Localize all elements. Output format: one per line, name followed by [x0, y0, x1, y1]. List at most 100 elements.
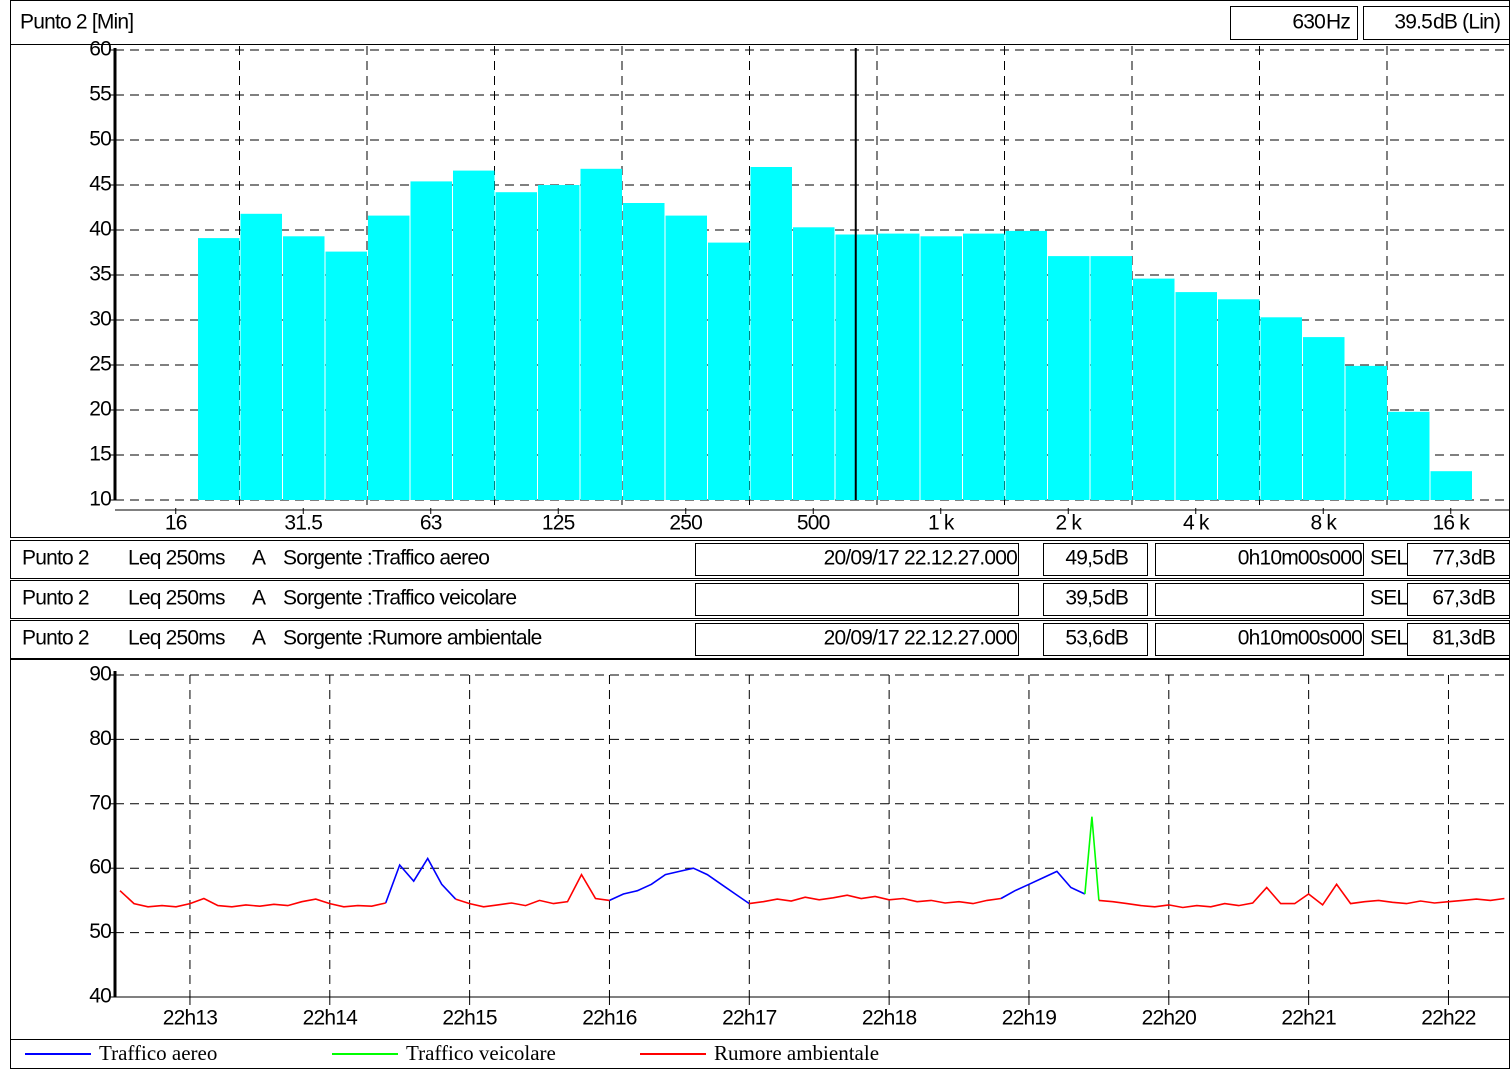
bar [963, 233, 1005, 500]
row-sel-unit: dB [1471, 587, 1495, 610]
bar [453, 170, 495, 500]
bar [368, 215, 410, 500]
bar [920, 236, 962, 501]
y-tick-label: 25 [89, 353, 111, 376]
x-tick-label: 22h17 [722, 1007, 777, 1030]
series-line [384, 856, 1086, 905]
header-title: Punto 2 [Min] [20, 11, 133, 34]
bar [325, 251, 367, 500]
level-unit: dB (Lin) [1433, 11, 1500, 34]
time-frame [10, 659, 1510, 1040]
row-frame [10, 580, 1510, 619]
row-duration: 0h10m00s000 [1238, 547, 1362, 570]
bar [198, 238, 240, 500]
row-point: Punto 2 [22, 587, 89, 610]
row-point: Punto 2 [22, 627, 89, 650]
x-tick-label: 22h20 [1142, 1007, 1197, 1030]
date-box [695, 543, 1019, 576]
x-tick-label: 22h13 [163, 1007, 218, 1030]
bar [1260, 317, 1302, 500]
bar [750, 167, 792, 500]
row-level: 53,6 [1065, 627, 1103, 650]
freq-unit: Hz [1326, 11, 1350, 34]
y-tick-label: 80 [89, 727, 111, 750]
bar [495, 192, 537, 500]
duration-box [1155, 583, 1364, 616]
y-tick-label: 70 [89, 791, 111, 814]
bar [538, 185, 580, 500]
row-measure: Leq 250ms [128, 627, 225, 650]
duration-box [1155, 623, 1364, 656]
header-frame [10, 0, 1510, 45]
row-sel-label: SEL [1370, 587, 1407, 610]
cursor-level: 39.5 [1394, 11, 1432, 34]
row-sel-label: SEL [1370, 547, 1407, 570]
y-tick-label: 15 [89, 443, 111, 466]
y-tick-label: 35 [89, 263, 111, 286]
y-tick-label: 60 [89, 38, 111, 61]
series-line [119, 872, 1505, 909]
x-tick-label: 22h16 [582, 1007, 637, 1030]
legend-label: Traffico aereo [99, 1041, 217, 1065]
bar [240, 213, 282, 501]
row-sel-unit: dB [1471, 547, 1495, 570]
x-tick-label: 250 [669, 512, 702, 535]
bar [1090, 256, 1132, 500]
date-box [695, 583, 1019, 616]
x-tick-label: 16 [165, 512, 187, 535]
y-tick-label: 50 [89, 128, 111, 151]
bar [665, 215, 707, 500]
x-tick-label: 63 [420, 512, 442, 535]
row-source: Sorgente :Traffico veicolare [283, 587, 516, 610]
freq-box [1230, 6, 1358, 40]
row-level: 39,5 [1065, 587, 1103, 610]
bar [1048, 256, 1090, 500]
x-tick-label: 22h14 [303, 1007, 359, 1030]
bar [1303, 337, 1345, 500]
y-tick-label: 55 [89, 83, 111, 106]
row-sel-label: SEL [1370, 627, 1407, 650]
row-point: Punto 2 [22, 547, 89, 570]
y-tick-label: 20 [89, 398, 111, 421]
duration-box [1155, 543, 1364, 576]
y-tick-label: 10 [89, 488, 111, 511]
x-tick-label: 22h22 [1421, 1007, 1476, 1030]
y-tick-label: 40 [89, 218, 111, 241]
row-measure: Leq 250ms [128, 547, 225, 570]
bar [1345, 365, 1387, 500]
bar [1005, 230, 1047, 500]
row-source: Sorgente :Traffico aereo [283, 547, 489, 570]
series-line [1084, 816, 1100, 901]
x-tick-label: 22h19 [1002, 1007, 1057, 1030]
x-tick-label: 2 k [1055, 512, 1082, 535]
x-tick-label: 500 [797, 512, 830, 535]
row-level-unit: dB [1104, 547, 1128, 570]
x-tick-label: 16 k [1433, 512, 1471, 535]
cursor-freq: 630 [1292, 11, 1325, 34]
level-box [1043, 583, 1148, 616]
x-tick-label: 22h18 [862, 1007, 917, 1030]
row-weighting: A [252, 587, 266, 610]
row-date: 20/09/17 22.12.27.000 [824, 547, 1018, 570]
row-duration: 0h10m00s000 [1238, 627, 1362, 650]
bar [1430, 471, 1472, 500]
x-tick-label: 1 k [928, 512, 955, 535]
bar [878, 233, 920, 500]
level-box [1043, 623, 1148, 656]
x-tick-label: 22h15 [442, 1007, 497, 1030]
y-tick-label: 40 [89, 985, 111, 1008]
row-sel: 81,3 [1432, 627, 1470, 650]
y-tick-label: 45 [89, 173, 111, 196]
x-tick-label: 4 k [1183, 512, 1210, 535]
row-level-unit: dB [1104, 587, 1128, 610]
y-tick-label: 50 [89, 920, 111, 943]
bar [623, 203, 665, 500]
bar [1175, 292, 1217, 500]
bar [1388, 411, 1430, 500]
row-level-unit: dB [1104, 627, 1128, 650]
row-weighting: A [252, 547, 266, 570]
bar [283, 236, 325, 501]
bar [1133, 278, 1175, 500]
y-tick-label: 30 [89, 308, 111, 331]
